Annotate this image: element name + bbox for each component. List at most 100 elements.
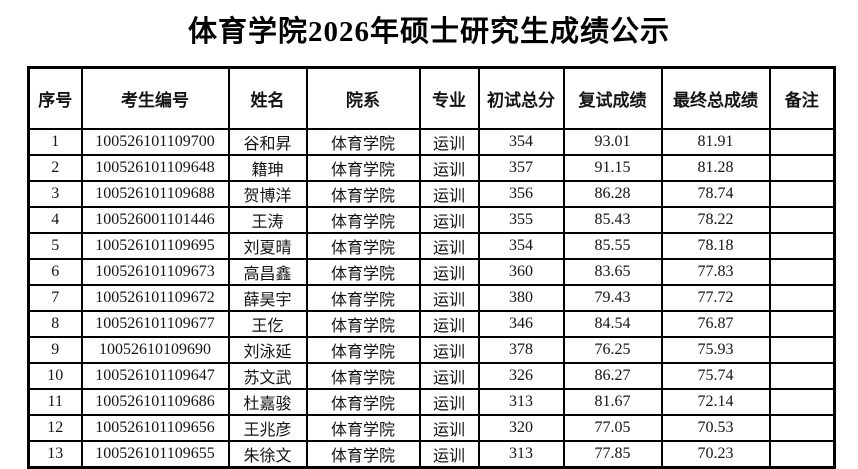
cell-retest-score: 77.85 (562, 439, 663, 468)
table-header-row: 序号 考生编号 姓名 院系 专业 初试总分 复试成绩 最终总成绩 备注 (27, 66, 836, 130)
cell-name: 苏文武 (227, 361, 308, 390)
cell-name: 朱徐文 (227, 439, 308, 468)
cell-remark (768, 309, 836, 338)
cell-final-score: 70.53 (660, 413, 771, 442)
cell-initial-score: 313 (477, 439, 565, 468)
table-row: 9 10052610109690 刘泳延 体育学院 运训 378 76.25 75.93 (27, 335, 836, 364)
cell-final-score: 77.72 (660, 283, 771, 312)
cell-final-score: 75.93 (660, 335, 771, 364)
cell-retest-score: 85.43 (562, 205, 663, 234)
cell-candidate-id: 100526101109677 (80, 309, 230, 338)
table-row: 5 100526101109695 刘夏晴 体育学院 运训 354 85.55 78.18 (27, 231, 836, 260)
cell-major: 运训 (418, 283, 480, 312)
page-title: 体育学院2026年硕士研究生成绩公示 (187, 16, 670, 48)
cell-initial-score: 356 (477, 179, 565, 208)
cell-initial-score: 360 (477, 257, 565, 286)
table-row: 6 100526101109673 高昌鑫 体育学院 运训 360 83.65 77.83 (27, 257, 836, 286)
cell-remark (768, 179, 836, 208)
cell-initial-score: 326 (477, 361, 565, 390)
cell-major: 运训 (418, 179, 480, 208)
cell-initial-score: 346 (477, 309, 565, 338)
cell-name: 王涛 (227, 205, 308, 234)
cell-candidate-id: 100526101109695 (80, 231, 230, 260)
cell-candidate-id: 10052610109690 (80, 335, 230, 364)
table-row: 2 100526101109648 籍珅 体育学院 运训 357 91.15 81.28 (27, 153, 836, 182)
cell-remark (768, 127, 836, 156)
col-header-final-score: 最终总成绩 (660, 66, 771, 130)
cell-candidate-id: 100526001101446 (80, 205, 230, 234)
cell-candidate-id: 100526101109672 (80, 283, 230, 312)
cell-remark (768, 153, 836, 182)
table-row: 13 100526101109655 朱徐文 体育学院 运训 313 77.85 70.23 (27, 439, 836, 468)
cell-retest-score: 86.28 (562, 179, 663, 208)
cell-name: 王兆彦 (227, 413, 308, 442)
col-header-candidate-id: 考生编号 (80, 66, 230, 130)
cell-initial-score: 357 (477, 153, 565, 182)
cell-retest-score: 93.01 (562, 127, 663, 156)
cell-candidate-id: 100526101109700 (80, 127, 230, 156)
cell-index: 6 (27, 257, 83, 286)
cell-final-score: 81.91 (660, 127, 771, 156)
cell-major: 运训 (418, 205, 480, 234)
cell-index: 4 (27, 205, 83, 234)
cell-major: 运训 (418, 335, 480, 364)
cell-name: 刘泳延 (227, 335, 308, 364)
cell-index: 1 (27, 127, 83, 156)
table-row: 11 100526101109686 杜嘉骏 体育学院 运训 313 81.67 72.14 (27, 387, 836, 416)
cell-final-score: 78.18 (660, 231, 771, 260)
cell-name: 贺博洋 (227, 179, 308, 208)
cell-index: 12 (27, 413, 83, 442)
col-header-name: 姓名 (227, 66, 308, 130)
cell-name: 谷和昇 (227, 127, 308, 156)
cell-department: 体育学院 (305, 439, 421, 468)
cell-major: 运训 (418, 387, 480, 416)
cell-final-score: 70.23 (660, 439, 771, 468)
cell-department: 体育学院 (305, 231, 421, 260)
cell-candidate-id: 100526101109673 (80, 257, 230, 286)
cell-candidate-id: 100526101109655 (80, 439, 230, 468)
cell-initial-score: 355 (477, 205, 565, 234)
cell-final-score: 75.74 (660, 361, 771, 390)
cell-index: 8 (27, 309, 83, 338)
cell-index: 9 (27, 335, 83, 364)
col-header-department: 院系 (305, 66, 421, 130)
cell-index: 13 (27, 439, 83, 468)
cell-candidate-id: 100526101109686 (80, 387, 230, 416)
cell-retest-score: 76.25 (562, 335, 663, 364)
cell-department: 体育学院 (305, 309, 421, 338)
cell-major: 运训 (418, 257, 480, 286)
cell-retest-score: 77.05 (562, 413, 663, 442)
table-row: 3 100526101109688 贺博洋 体育学院 运训 356 86.28 78.74 (27, 179, 836, 208)
cell-remark (768, 387, 836, 416)
cell-initial-score: 354 (477, 127, 565, 156)
cell-name: 杜嘉骏 (227, 387, 308, 416)
table-row: 1 100526101109700 谷和昇 体育学院 运训 354 93.01 81.91 (27, 127, 836, 156)
cell-initial-score: 320 (477, 413, 565, 442)
table-body: 1 100526101109700 谷和昇 体育学院 运训 354 93.01 81.91 2 1… (27, 127, 836, 468)
cell-remark (768, 283, 836, 312)
cell-final-score: 76.87 (660, 309, 771, 338)
cell-department: 体育学院 (305, 153, 421, 182)
col-header-initial-score: 初试总分 (477, 66, 565, 130)
cell-retest-score: 83.65 (562, 257, 663, 286)
cell-initial-score: 378 (477, 335, 565, 364)
cell-candidate-id: 100526101109656 (80, 413, 230, 442)
cell-major: 运训 (418, 361, 480, 390)
cell-retest-score: 81.67 (562, 387, 663, 416)
cell-initial-score: 354 (477, 231, 565, 260)
cell-index: 10 (27, 361, 83, 390)
cell-major: 运训 (418, 127, 480, 156)
cell-retest-score: 86.27 (562, 361, 663, 390)
cell-final-score: 72.14 (660, 387, 771, 416)
cell-remark (768, 335, 836, 364)
cell-remark (768, 439, 836, 468)
cell-remark (768, 231, 836, 260)
cell-department: 体育学院 (305, 283, 421, 312)
cell-major: 运训 (418, 309, 480, 338)
cell-retest-score: 84.54 (562, 309, 663, 338)
cell-name: 刘夏晴 (227, 231, 308, 260)
cell-department: 体育学院 (305, 413, 421, 442)
cell-remark (768, 361, 836, 390)
results-table: 序号 考生编号 姓名 院系 专业 初试总分 复试成绩 最终总成绩 备注 1 100… (27, 66, 836, 469)
cell-initial-score: 313 (477, 387, 565, 416)
